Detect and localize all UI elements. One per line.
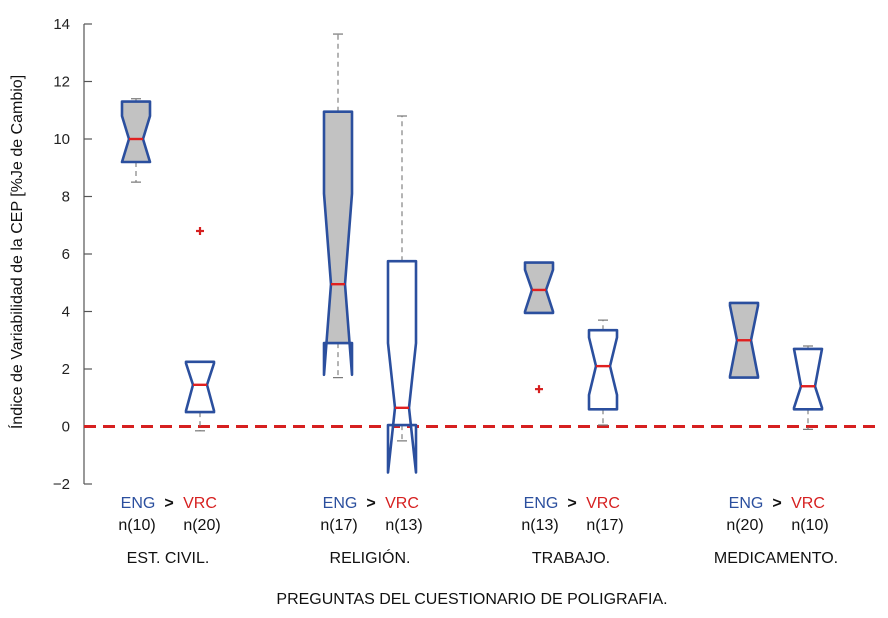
vrc-label: VRC bbox=[586, 495, 620, 512]
x-axis-title: PREGUNTAS DEL CUESTIONARIO DE POLIGRAFIA… bbox=[276, 591, 667, 608]
eng-label: ENG bbox=[121, 495, 156, 512]
greater-than-sign: > bbox=[366, 495, 375, 512]
vrc-label: VRC bbox=[385, 495, 419, 512]
outlier-marker bbox=[535, 385, 543, 393]
plot-area: ENG > VRC n(10) n(20) EST. CIVIL. ENG > VRC n(17)… bbox=[84, 34, 878, 567]
vrc-label: VRC bbox=[791, 495, 825, 512]
eng-sample-size: n(20) bbox=[726, 517, 763, 534]
y-tick-label: 2 bbox=[62, 361, 70, 378]
vrc-box bbox=[794, 346, 822, 429]
y-tick-label: 6 bbox=[62, 246, 70, 263]
eng-label: ENG bbox=[524, 495, 559, 512]
vrc-sample-size: n(17) bbox=[586, 517, 623, 534]
eng-sample-size: n(17) bbox=[320, 517, 357, 534]
group-name: TRABAJO. bbox=[532, 550, 610, 567]
greater-than-sign: > bbox=[772, 495, 781, 512]
box bbox=[122, 102, 150, 162]
eng-box bbox=[525, 263, 553, 394]
outlier-marker bbox=[196, 227, 204, 235]
vrc-box bbox=[388, 116, 416, 473]
eng-box bbox=[122, 99, 150, 182]
group-name: RELIGIÓN. bbox=[330, 548, 411, 567]
vrc-sample-size: n(10) bbox=[791, 517, 828, 534]
eng-box bbox=[730, 303, 758, 378]
box bbox=[589, 330, 617, 409]
y-tick-label: 12 bbox=[53, 74, 70, 91]
eng-label: ENG bbox=[729, 495, 764, 512]
box bbox=[324, 112, 352, 375]
vrc-label: VRC bbox=[183, 495, 217, 512]
eng-sample-size: n(13) bbox=[521, 517, 558, 534]
group-name: MEDICAMENTO. bbox=[714, 550, 838, 567]
group-name: EST. CIVIL. bbox=[127, 550, 210, 567]
eng-sample-size: n(10) bbox=[118, 517, 155, 534]
greater-than-sign: > bbox=[164, 495, 173, 512]
vrc-box bbox=[589, 320, 617, 425]
y-axis-title: Índice de Variabilidad de la CEP [%Je de… bbox=[7, 75, 26, 429]
box bbox=[794, 349, 822, 409]
axes: 14 12 10 8 6 4 2 0 −2 bbox=[53, 16, 92, 493]
eng-box bbox=[324, 34, 352, 378]
eng-label: ENG bbox=[323, 495, 358, 512]
vrc-sample-size: n(20) bbox=[183, 517, 220, 534]
box bbox=[525, 263, 553, 313]
y-tick-label: 8 bbox=[62, 189, 70, 206]
vrc-box bbox=[186, 227, 214, 431]
boxplot-chart: 14 12 10 8 6 4 2 0 −2 ENG > VRC n(10) n(20) EST. CIVI… bbox=[0, 0, 888, 618]
y-tick-label: 0 bbox=[62, 419, 70, 436]
y-tick-label: 10 bbox=[53, 131, 70, 148]
y-tick-label: 14 bbox=[53, 16, 70, 33]
vrc-sample-size: n(13) bbox=[385, 517, 422, 534]
y-tick-label: −2 bbox=[53, 476, 70, 493]
greater-than-sign: > bbox=[567, 495, 576, 512]
y-tick-label: 4 bbox=[62, 304, 70, 321]
box bbox=[186, 362, 214, 412]
